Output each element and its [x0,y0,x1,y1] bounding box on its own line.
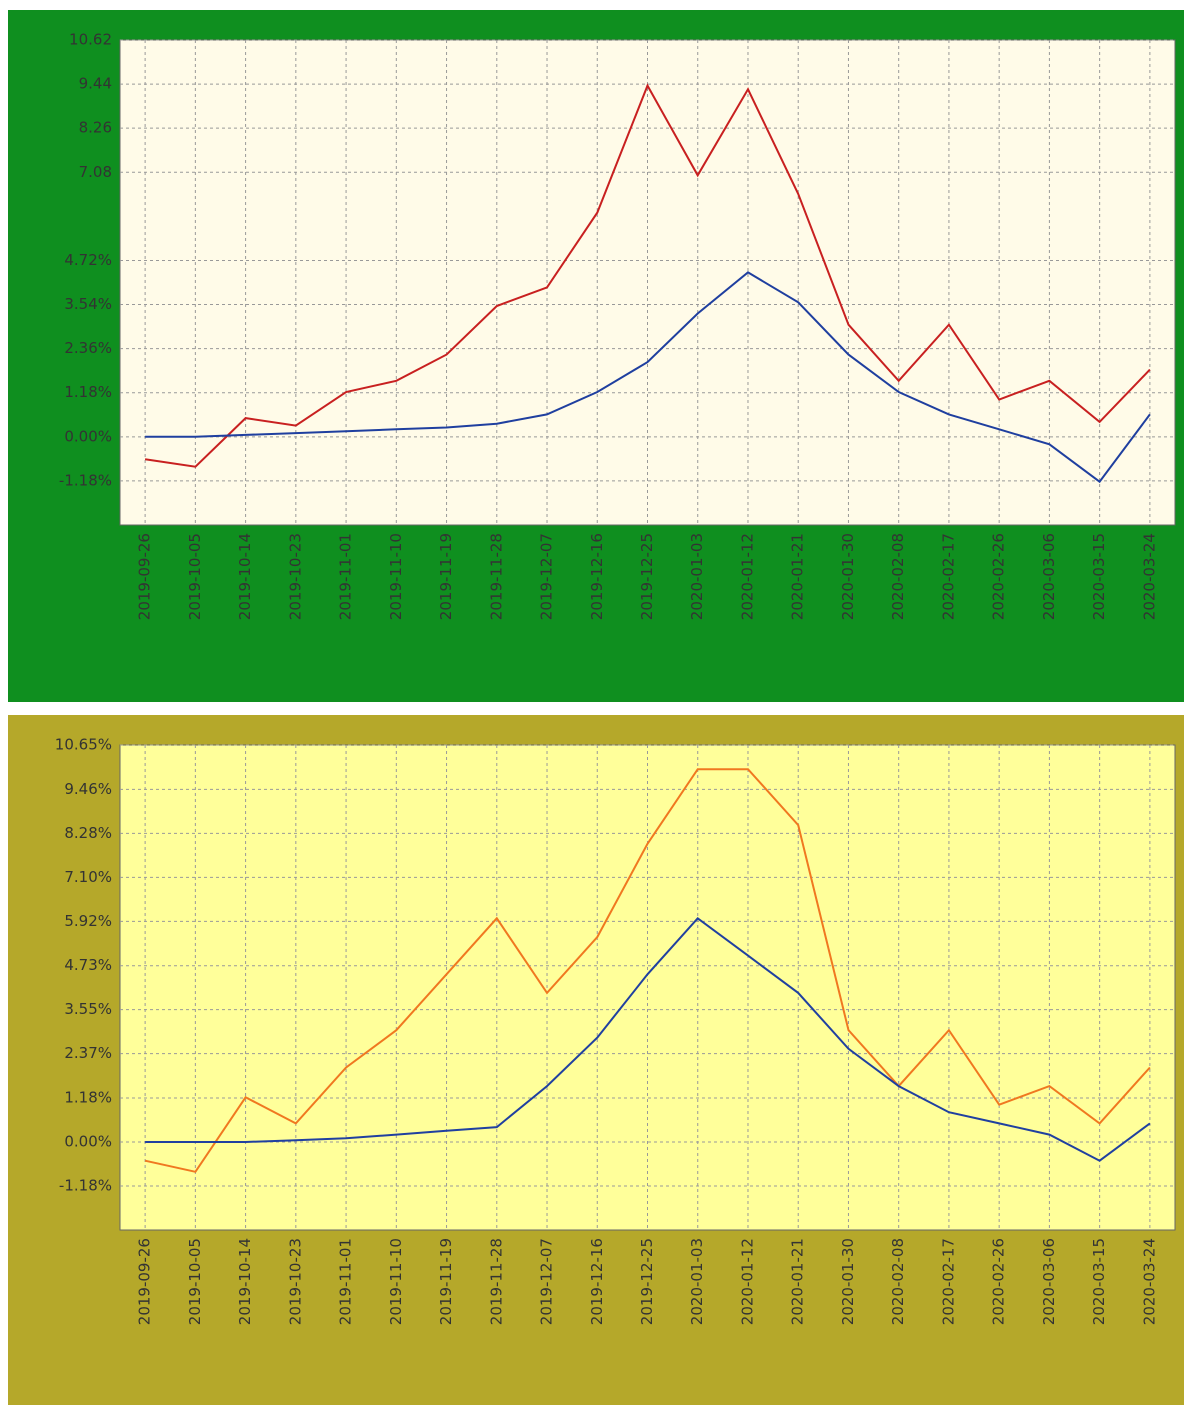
x-tick-label: 2019-10-14 [236,533,254,620]
y-tick-label: 4.73% [64,956,112,974]
x-tick-label: 2020-01-12 [738,1238,756,1325]
x-tick-label: 2020-02-26 [990,1238,1008,1325]
x-tick-label: 2019-11-01 [337,533,355,620]
data-line [145,916,1151,1162]
y-tick-label: 0.00% [64,427,112,445]
x-tick-label: 2019-10-23 [286,533,304,620]
y-tick-label: 4.72% [64,251,112,269]
x-tick-label: 2019-12-16 [588,533,606,620]
x-tick-label: 2020-03-15 [1090,1238,1108,1325]
x-tick-label: 2019-09-26 [136,1238,154,1325]
y-tick-label: 7.10% [64,868,112,886]
x-tick-label: 2020-01-30 [839,533,857,620]
x-tick-label: 2020-03-06 [1040,1238,1058,1325]
x-tick-label: 2020-03-06 [1040,533,1058,620]
x-tick-label: 2019-11-19 [437,533,455,620]
y-tick-label: 1.18% [64,1089,112,1107]
data-line [144,768,1151,1173]
x-tick-label: 2019-10-14 [236,1238,254,1325]
y-tick-label: 3.55% [64,1000,112,1018]
x-tick-label: 2020-03-24 [1140,1238,1158,1325]
y-tick-label: 8.28% [64,824,112,842]
x-tick-label: 2019-11-28 [487,1238,505,1325]
x-tick-label: 2020-02-08 [889,533,907,620]
x-tick-label: 2020-01-03 [688,1238,706,1325]
x-tick-label: 2020-03-24 [1140,533,1158,620]
x-tick-label: 2020-02-08 [889,1238,907,1325]
x-tick-label: 2019-12-07 [538,1238,556,1325]
y-tick-label: -1.18% [59,1177,112,1195]
y-tick-label: 9.46% [64,780,112,798]
y-tick-label: 2.37% [64,1044,112,1062]
y-tick-label: -1.18% [59,471,112,489]
x-tick-label: 2020-01-21 [789,1238,807,1325]
x-tick-label: 2019-12-07 [538,533,556,620]
x-tick-label: 2019-11-19 [437,1238,455,1325]
x-tick-label: 2019-11-10 [387,533,405,620]
y-tick-label: 10.62 [69,31,112,49]
y-tick-label: 10.65% [55,736,112,754]
x-tick-label: 2020-02-17 [939,533,957,620]
y-tick-label: 5.92% [64,912,112,930]
y-tick-label: 1.18% [64,383,112,401]
data-line [144,83,1151,468]
y-tick-label: 8.26 [79,119,112,137]
y-tick-label: 3.54% [64,295,112,313]
x-tick-label: 2020-01-21 [789,533,807,620]
x-tick-label: 2019-11-01 [337,1238,355,1325]
y-tick-label: 9.44 [79,75,112,93]
x-tick-label: 2019-12-25 [638,1238,656,1325]
x-tick-label: 2020-01-12 [738,533,756,620]
x-tick-label: 2019-10-05 [186,1238,204,1325]
x-tick-label: 2019-10-05 [186,533,204,620]
x-tick-label: 2020-01-03 [688,533,706,620]
x-tick-label: 2019-12-25 [638,533,656,620]
x-tick-label: 2020-02-26 [990,533,1008,620]
y-tick-label: 0.00% [64,1133,112,1151]
x-tick-label: 2019-11-28 [487,533,505,620]
x-tick-label: 2019-10-23 [286,1238,304,1325]
x-tick-label: 2020-02-17 [939,1238,957,1325]
x-tick-label: 2020-01-30 [839,1238,857,1325]
x-tick-label: 2019-12-16 [588,1238,606,1325]
x-tick-label: 2019-11-10 [387,1238,405,1325]
y-tick-label: 2.36% [64,339,112,357]
x-tick-label: 2019-09-26 [136,533,154,620]
x-tick-label: 2020-03-15 [1090,533,1108,620]
data-line [145,271,1151,484]
y-tick-label: 7.08 [79,163,112,181]
